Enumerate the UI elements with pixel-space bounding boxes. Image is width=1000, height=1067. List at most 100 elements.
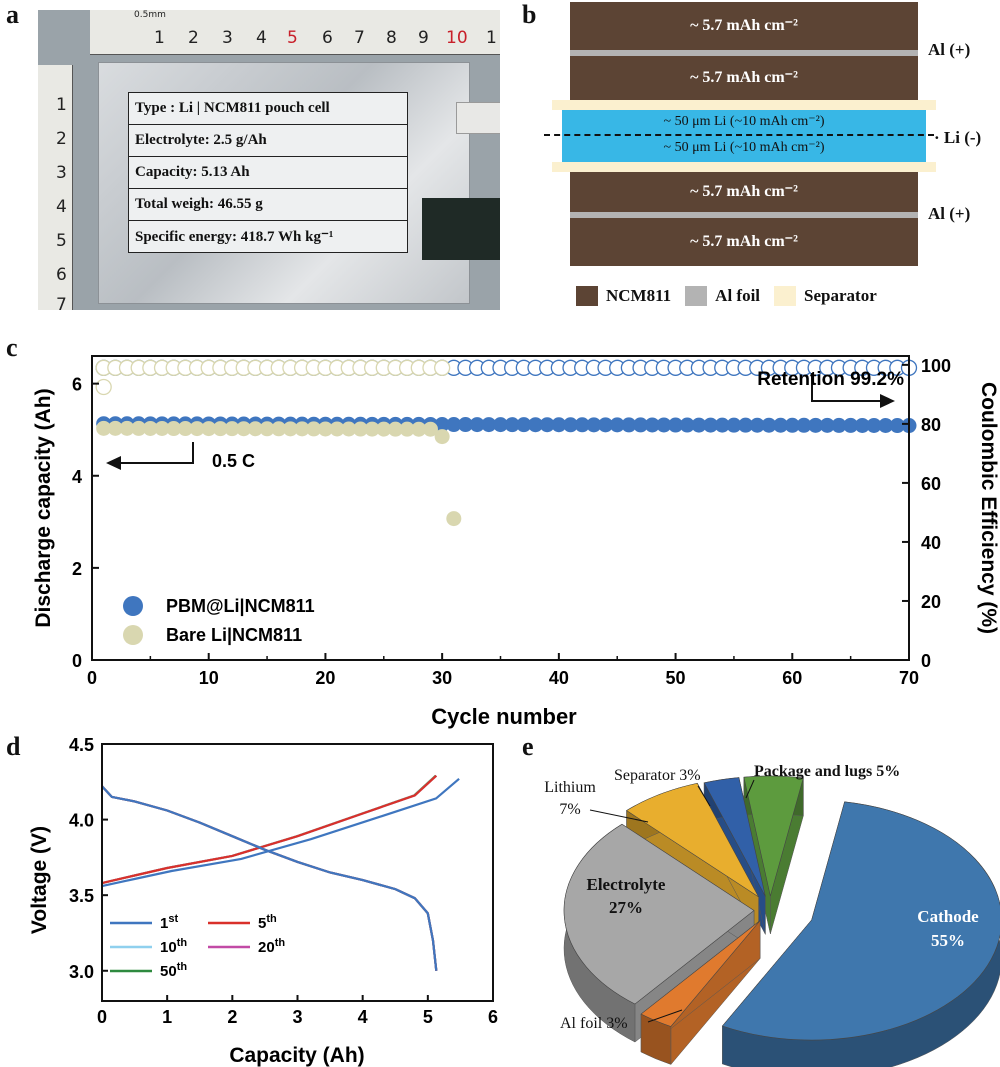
slice-label-cathode: Cathode [917, 907, 979, 926]
cathode-label: ~ 5.7 mAh cm⁻² [690, 17, 798, 34]
capacity-point [189, 421, 205, 437]
legend-swatch-separator [774, 286, 797, 306]
capacity-point [387, 421, 403, 437]
ruler-top-number: 1 [154, 28, 165, 48]
capacity-point [773, 417, 789, 433]
y-tick-label: 2 [72, 559, 82, 579]
capacity-point [259, 421, 275, 437]
charge-curve [101, 774, 438, 885]
capacity-point [563, 417, 579, 433]
capacity-point [317, 421, 333, 437]
black-tab [422, 198, 500, 260]
capacity-point [306, 421, 322, 437]
charge-curve [101, 774, 438, 885]
spec-electrolyte: Electrolyte: 2.5 g/Ah [128, 124, 408, 157]
capacity-point [609, 417, 625, 433]
retention-annotation: Retention 99.2% [757, 369, 904, 390]
efficiency-point [433, 359, 451, 376]
efficiency-point [95, 378, 112, 396]
legend-label: 1st [160, 913, 178, 932]
leader-line-alfoil [647, 1009, 683, 1023]
rate-arrow [118, 442, 194, 464]
mass-breakdown-pie: Cathode 55% Electrolyte 27% Lithium 7% S… [544, 763, 1000, 1067]
x-axis-label: Capacity (Ah) [229, 1044, 364, 1067]
x-tick-label: 4 [358, 1007, 368, 1027]
x-tick-label: 3 [292, 1007, 302, 1027]
legend-label-separator: Separator [804, 286, 877, 305]
tab-lug [456, 102, 500, 134]
y2-tick-label: 80 [921, 415, 941, 435]
leader-line-lithium [589, 809, 649, 823]
ruler-top-number: 4 [256, 28, 267, 48]
capacity-point [282, 421, 298, 437]
capacity-point [854, 417, 870, 433]
slice-label-separator: Separator 3% [614, 767, 701, 784]
x-tick-label: 70 [899, 668, 919, 688]
legend-label-ncm811: NCM811 [606, 286, 672, 305]
cathode-label: ~ 5.7 mAh cm⁻² [690, 233, 798, 250]
capacity-point [329, 421, 345, 437]
capacity-point [376, 421, 392, 437]
capacity-point [644, 417, 660, 433]
slice-label-electrolyte: Electrolyte [587, 875, 666, 894]
y-tick-label: 3.5 [69, 886, 94, 906]
x-axis-label: Cycle number [431, 704, 577, 729]
slice-pct-cathode: 55% [931, 931, 965, 950]
capacity-point [656, 417, 672, 433]
spec-weight: Total weigh: 46.55 g [128, 188, 408, 221]
cathode-layer: ~ 5.7 mAh cm⁻² [570, 218, 918, 266]
capacity-point [469, 417, 485, 433]
panel-label-b: b [522, 0, 537, 29]
pie-slice-lithium [625, 782, 759, 898]
efficiency-arrow [811, 373, 880, 402]
capacity-point [679, 417, 695, 433]
x-tick-label: 1 [162, 1007, 172, 1027]
discharge-curve [101, 785, 438, 971]
al-foil-layer [570, 212, 918, 218]
y2-tick-label: 20 [921, 592, 941, 612]
rate-arrow-head [106, 456, 121, 470]
capacity-point [761, 417, 777, 433]
spec-type: Type : Li | NCM811 pouch cell [128, 92, 408, 125]
ruler-top-number: 10 [446, 28, 468, 48]
capacity-point [224, 421, 240, 437]
pie-slice-cathode [721, 801, 1000, 1041]
capacity-point [294, 421, 310, 437]
y-axis-label: Voltage (V) [28, 826, 51, 934]
y2-tick-label: 100 [921, 356, 951, 376]
legend-label: 50th [160, 961, 187, 980]
capacity-point [866, 417, 882, 433]
capacity-point [399, 421, 415, 437]
capacity-point [236, 421, 252, 437]
cell-spec-table: Type : Li | NCM811 pouch cell Electrolyt… [128, 92, 408, 253]
capacity-point [668, 417, 684, 433]
x-tick-label: 2 [227, 1007, 237, 1027]
panel-label-e: e [522, 732, 534, 761]
capacity-point [831, 417, 847, 433]
capacity-point [247, 421, 263, 437]
slice-label-alfoil: Al foil 3% [560, 1015, 628, 1032]
cathode-layer: ~ 5.7 mAh cm⁻² [570, 2, 918, 50]
capacity-point [341, 421, 357, 437]
capacity-point [166, 421, 182, 437]
slice-label-package: Package and lugs 5% [754, 763, 900, 780]
ruler-left: 1 2 3 4 5 6 7 [38, 65, 73, 310]
separator-layer [552, 162, 936, 172]
spec-capacity: Capacity: 5.13 Ah [128, 156, 408, 189]
capacity-point [119, 420, 135, 436]
ruler-unit: 0.5mm [134, 10, 166, 20]
legend-marker-pbm [123, 596, 143, 616]
x-tick-label: 20 [315, 668, 335, 688]
ruler-top-number: 1 [486, 28, 497, 48]
slice-pct-electrolyte: 27% [609, 898, 643, 917]
y-tick-label: 4 [72, 467, 82, 487]
structure-legend: NCM811 Al foil Separator [576, 286, 877, 306]
capacity-point [586, 417, 602, 433]
ruler-top-number: 7 [354, 28, 365, 48]
separator-layer [552, 100, 936, 110]
capacity-point [493, 417, 508, 433]
legend-label: 20th [258, 937, 285, 956]
legend-marker-bare [123, 625, 143, 645]
capacity-point [808, 417, 824, 433]
x-tick-label: 60 [782, 668, 802, 688]
